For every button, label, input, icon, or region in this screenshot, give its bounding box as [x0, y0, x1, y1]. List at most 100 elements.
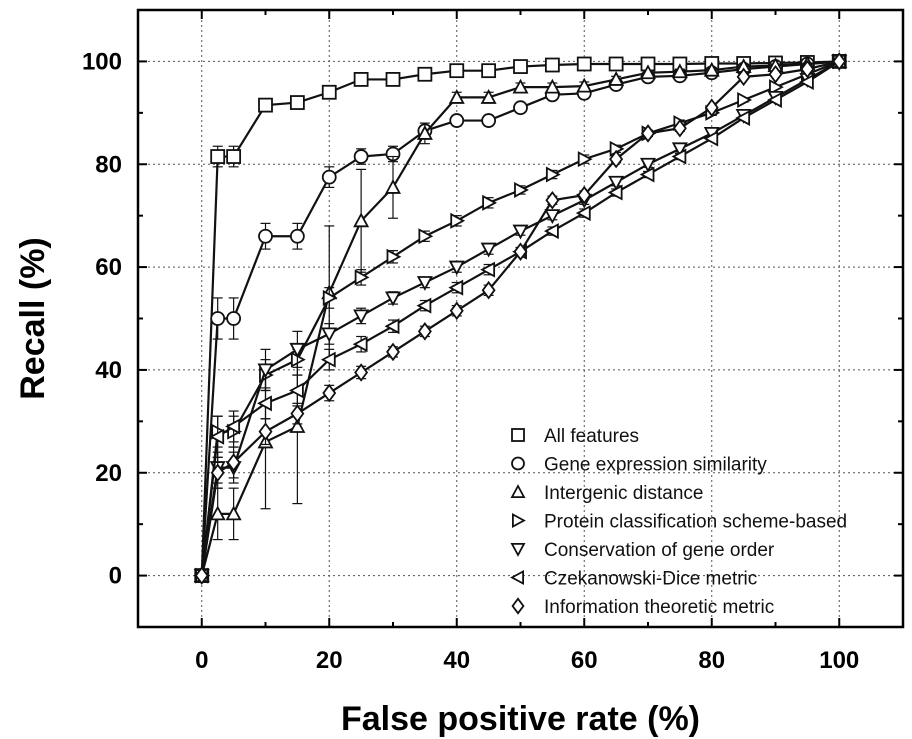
legend-marker — [510, 543, 526, 557]
data-point — [671, 63, 688, 79]
data-point — [225, 505, 242, 521]
data-point — [639, 64, 657, 80]
data-point — [386, 342, 400, 362]
data-point — [353, 309, 370, 325]
series-line — [200, 60, 840, 576]
series-czekanowski-dice-metric — [193, 53, 846, 584]
data-point — [608, 71, 625, 86]
legend-label: Conservation of gene order — [544, 540, 775, 561]
data-point — [321, 327, 338, 343]
data-point — [258, 422, 273, 441]
data-point — [354, 269, 370, 286]
data-point — [513, 242, 528, 261]
data-point — [481, 113, 497, 128]
legend-marker — [510, 484, 526, 499]
x-tick-label: 0 — [195, 647, 208, 674]
data-point — [671, 148, 687, 165]
series-line — [200, 60, 840, 576]
data-point — [513, 100, 528, 116]
data-point — [577, 151, 593, 168]
data-point — [448, 260, 465, 276]
data-point — [226, 149, 242, 164]
data-point — [480, 242, 497, 258]
data-point — [576, 77, 593, 93]
y-tick-label: 20 — [95, 460, 122, 487]
data-point — [641, 124, 655, 143]
data-point — [257, 363, 274, 379]
data-point — [639, 157, 657, 173]
data-point — [354, 363, 369, 382]
data-point — [353, 149, 369, 164]
data-point — [416, 276, 433, 291]
series-line — [200, 60, 840, 576]
y-tick-label: 0 — [109, 563, 122, 590]
data-point — [384, 178, 402, 194]
y-tick-label: 80 — [95, 151, 122, 178]
data-point — [672, 118, 687, 138]
x-tick-label: 80 — [698, 647, 725, 674]
series-line — [200, 60, 840, 576]
data-point — [417, 66, 433, 82]
legend-item: Information theoretic metric — [511, 597, 774, 618]
data-point — [290, 404, 305, 423]
y-axis-title: Recall (%) — [14, 237, 52, 400]
data-point — [225, 418, 241, 435]
x-tick-label: 40 — [443, 647, 470, 674]
data-point — [210, 149, 226, 164]
data-point — [226, 453, 241, 472]
data-point — [226, 311, 242, 326]
series-conservation-of-gene-order — [193, 54, 848, 584]
data-point — [768, 64, 783, 84]
data-point — [512, 224, 529, 240]
data-point — [704, 98, 719, 117]
axis-ticks — [137, 9, 904, 628]
legend-marker — [511, 456, 525, 471]
data-point — [448, 89, 465, 104]
data-point — [258, 97, 273, 113]
legend-item: Conservation of gene order — [510, 540, 775, 561]
legend-item: Intergenic distance — [510, 483, 704, 504]
series-line — [200, 60, 840, 576]
data-point — [737, 91, 753, 108]
data-point — [609, 149, 624, 169]
data-point — [545, 190, 560, 210]
data-point — [735, 109, 751, 126]
data-point — [418, 228, 434, 245]
legend-label: Protein classification scheme-based — [544, 512, 847, 533]
legend-marker — [511, 428, 525, 442]
data-point — [767, 91, 782, 108]
legend-marker — [512, 512, 526, 529]
data-point — [384, 318, 400, 335]
data-point — [608, 175, 625, 191]
data-point — [288, 382, 304, 399]
data-point — [545, 166, 561, 183]
data-point — [449, 113, 465, 128]
data-point — [512, 78, 529, 94]
data-point — [543, 223, 559, 240]
y-tick-labels: 0 20 40 60 80 100 — [82, 48, 122, 589]
legend-label: Intergenic distance — [544, 483, 704, 504]
data-point — [353, 212, 370, 228]
series-intergenic-distance — [193, 53, 848, 583]
legend-item: Protein classification scheme-based — [512, 512, 847, 533]
x-axis-title: False positive rate (%) — [341, 700, 700, 738]
y-tick-label: 60 — [95, 254, 122, 281]
data-point — [481, 280, 496, 300]
legend-label: Czekanowski-Dice metric — [544, 569, 757, 590]
series-layer — [193, 52, 848, 585]
legend-marker — [510, 569, 524, 586]
legend-label: All features — [544, 426, 639, 447]
data-point — [416, 125, 433, 140]
series-line — [200, 60, 840, 576]
data-point — [575, 205, 591, 222]
data-point — [481, 63, 497, 79]
data-point — [832, 52, 847, 71]
y-tick-label: 40 — [95, 357, 122, 384]
data-point — [385, 72, 401, 87]
data-point — [703, 61, 720, 77]
data-point — [449, 301, 464, 321]
legend-label: Gene expression similarity — [544, 455, 767, 476]
data-point — [258, 228, 273, 244]
y-tick-label: 100 — [82, 48, 122, 75]
